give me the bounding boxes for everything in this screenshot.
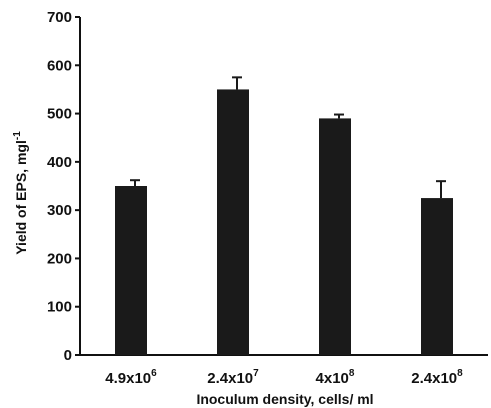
- y-axis-title: Yield of EPS, mgl-1: [12, 131, 29, 255]
- y-axis-title-base: Yield of EPS, mgl: [13, 140, 29, 255]
- x-tick-label-exponent: 7: [253, 368, 259, 379]
- y-axis-title-exponent: -1: [12, 131, 23, 140]
- y-tick-label: 500: [47, 106, 72, 123]
- x-tick-label-exponent: 6: [151, 368, 157, 379]
- x-tick-label-base: 4.9x10: [105, 370, 151, 387]
- x-tick-label-base: 4x10: [316, 370, 349, 387]
- y-tick-label: 200: [47, 250, 72, 267]
- bar: [421, 198, 453, 355]
- x-tick-label: 2.4x108: [411, 368, 463, 387]
- y-tick-label: 600: [47, 57, 72, 74]
- x-tick-label: 4x108: [316, 368, 355, 387]
- x-tick-label-exponent: 8: [349, 368, 355, 379]
- x-tick-label: 4.9x106: [105, 368, 157, 387]
- bar: [217, 89, 249, 355]
- y-tick-label: 700: [47, 9, 72, 26]
- bar: [319, 118, 351, 356]
- bars: [115, 76, 453, 356]
- y-tick-label: 300: [47, 202, 72, 219]
- bar: [115, 186, 147, 355]
- x-tick-label-base: 2.4x10: [411, 370, 457, 387]
- x-tick-label-base: 2.4x10: [207, 370, 253, 387]
- y-tick-label: 100: [47, 299, 72, 316]
- x-tick-labels: 4.9x106 2.4x107 4x108 2.4x108: [105, 368, 463, 387]
- y-tick-label: 0: [64, 347, 72, 364]
- x-axis-title: Inoculum density, cells/ ml: [196, 391, 373, 407]
- y-tick-label: 400: [47, 154, 72, 171]
- y-ticks: 0 100 200 300 400 500 600 700: [47, 9, 80, 364]
- x-tick-label: 2.4x107: [207, 368, 259, 387]
- x-tick-label-exponent: 8: [457, 368, 463, 379]
